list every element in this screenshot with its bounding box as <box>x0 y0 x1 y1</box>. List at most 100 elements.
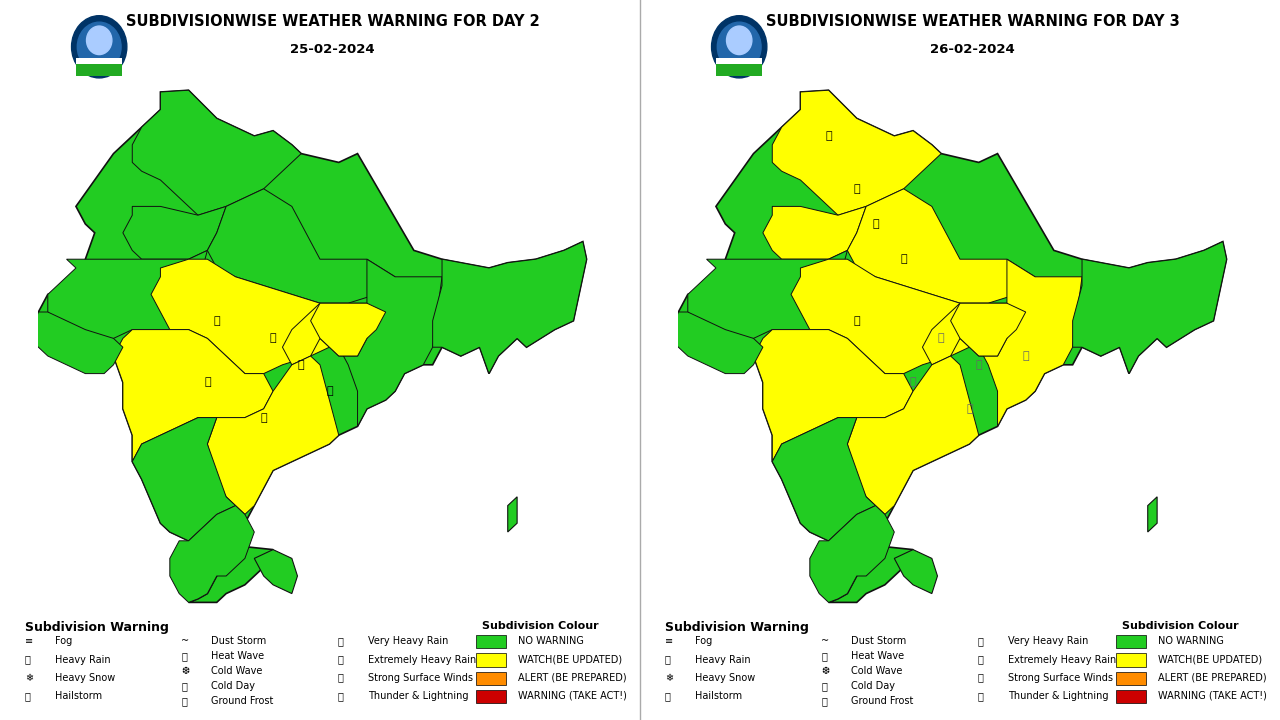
Polygon shape <box>791 259 988 374</box>
Text: 🌡: 🌡 <box>822 652 827 661</box>
Text: Thunder & Lightning: Thunder & Lightning <box>367 690 468 701</box>
Bar <box>77 64 123 76</box>
Circle shape <box>712 16 767 78</box>
Text: ❄: ❄ <box>664 672 673 683</box>
Text: Heavy Snow: Heavy Snow <box>695 672 755 683</box>
Bar <box>1116 672 1146 685</box>
Text: Heavy Rain: Heavy Rain <box>695 654 750 665</box>
Circle shape <box>87 26 111 55</box>
Text: ⛈: ⛈ <box>24 690 31 701</box>
Text: SUBDIVISIONWISE WEATHER WARNING FOR DAY 2: SUBDIVISIONWISE WEATHER WARNING FOR DAY … <box>125 14 540 30</box>
Polygon shape <box>132 90 301 215</box>
Text: Thunder & Lightning: Thunder & Lightning <box>1007 690 1108 701</box>
Text: ⛈: ⛈ <box>975 360 982 370</box>
Polygon shape <box>151 259 348 374</box>
Polygon shape <box>847 356 979 514</box>
Text: Fog: Fog <box>695 636 712 647</box>
Text: ⛈: ⛈ <box>1023 351 1029 361</box>
Bar <box>476 690 506 703</box>
Polygon shape <box>687 251 847 338</box>
Text: Ground Frost: Ground Frost <box>851 696 914 706</box>
Polygon shape <box>1148 497 1157 532</box>
Bar <box>476 635 506 649</box>
Text: ALERT (BE PREPARED): ALERT (BE PREPARED) <box>1158 672 1267 683</box>
Polygon shape <box>255 549 297 593</box>
Text: ⛈: ⛈ <box>338 690 343 701</box>
Text: WARNING (TAKE ACT!): WARNING (TAKE ACT!) <box>518 690 627 701</box>
Text: Subdivision Colour: Subdivision Colour <box>483 621 599 631</box>
Bar <box>476 654 506 667</box>
Text: 🌿: 🌿 <box>182 696 187 706</box>
Text: ⛈: ⛈ <box>260 413 268 423</box>
Polygon shape <box>29 312 123 374</box>
Text: SUBDIVISIONWISE WEATHER WARNING FOR DAY 3: SUBDIVISIONWISE WEATHER WARNING FOR DAY … <box>765 14 1180 30</box>
Text: ⛈: ⛈ <box>270 333 276 343</box>
Text: Cold Wave: Cold Wave <box>211 666 262 676</box>
Text: Extremely Heavy Rain: Extremely Heavy Rain <box>367 654 476 665</box>
Text: ⛈: ⛈ <box>978 636 983 647</box>
Text: 💨: 💨 <box>338 672 343 683</box>
Text: 25-02-2024: 25-02-2024 <box>291 43 375 56</box>
Text: ⛈: ⛈ <box>900 254 908 264</box>
Text: ⛈: ⛈ <box>826 131 832 141</box>
Text: ⛈: ⛈ <box>204 377 211 387</box>
Polygon shape <box>123 207 227 259</box>
Polygon shape <box>678 90 1226 603</box>
Text: ⛈: ⛈ <box>326 386 333 396</box>
Text: Subdivision Warning: Subdivision Warning <box>664 621 809 634</box>
Text: ⛈: ⛈ <box>854 184 860 194</box>
Text: 🌡: 🌡 <box>182 681 187 691</box>
Text: ❄: ❄ <box>24 672 33 683</box>
Polygon shape <box>951 303 1025 356</box>
Text: NO WARNING: NO WARNING <box>518 636 584 647</box>
Polygon shape <box>923 303 1007 365</box>
Polygon shape <box>669 312 763 374</box>
Bar <box>77 58 123 64</box>
Text: Heat Wave: Heat Wave <box>211 652 265 661</box>
Polygon shape <box>47 251 207 338</box>
Circle shape <box>77 22 122 71</box>
Polygon shape <box>979 259 1082 426</box>
Polygon shape <box>207 189 396 303</box>
Text: 🌡: 🌡 <box>822 681 827 691</box>
Polygon shape <box>763 207 867 259</box>
Polygon shape <box>38 90 586 603</box>
Text: ⛈: ⛈ <box>854 316 860 325</box>
Text: ⛈: ⛈ <box>298 360 305 370</box>
Text: Hailstorm: Hailstorm <box>695 690 742 701</box>
Text: ⛈: ⛈ <box>872 219 879 229</box>
Text: ≡: ≡ <box>664 636 673 647</box>
Text: ALERT (BE PREPARED): ALERT (BE PREPARED) <box>518 672 627 683</box>
Text: Heat Wave: Heat Wave <box>851 652 905 661</box>
Circle shape <box>727 26 751 55</box>
Text: 26-02-2024: 26-02-2024 <box>931 43 1015 56</box>
Bar <box>1116 654 1146 667</box>
Polygon shape <box>772 418 876 541</box>
Text: NO WARNING: NO WARNING <box>1158 636 1224 647</box>
Text: Subdivision Warning: Subdivision Warning <box>24 621 169 634</box>
Text: ~: ~ <box>822 636 829 647</box>
Text: Dust Storm: Dust Storm <box>851 636 906 647</box>
Polygon shape <box>114 330 273 462</box>
Text: 💨: 💨 <box>978 672 983 683</box>
Text: ≡: ≡ <box>24 636 33 647</box>
Polygon shape <box>508 497 517 532</box>
Polygon shape <box>170 505 255 603</box>
Text: ⛅: ⛅ <box>24 654 31 665</box>
Polygon shape <box>772 90 941 215</box>
Text: Heavy Snow: Heavy Snow <box>55 672 115 683</box>
Text: Very Heavy Rain: Very Heavy Rain <box>1007 636 1088 647</box>
Text: ⛈: ⛈ <box>978 690 983 701</box>
Text: Extremely Heavy Rain: Extremely Heavy Rain <box>1007 654 1116 665</box>
Polygon shape <box>1073 242 1226 374</box>
Bar <box>717 58 763 64</box>
Polygon shape <box>283 303 367 365</box>
Text: ❆: ❆ <box>822 666 829 676</box>
Text: ⛈: ⛈ <box>910 377 916 387</box>
Text: WARNING (TAKE ACT!): WARNING (TAKE ACT!) <box>1158 690 1267 701</box>
Text: ⛈: ⛈ <box>338 636 343 647</box>
Text: Fog: Fog <box>55 636 72 647</box>
Text: ⛈: ⛈ <box>938 333 945 343</box>
Polygon shape <box>810 505 895 603</box>
Circle shape <box>72 16 127 78</box>
